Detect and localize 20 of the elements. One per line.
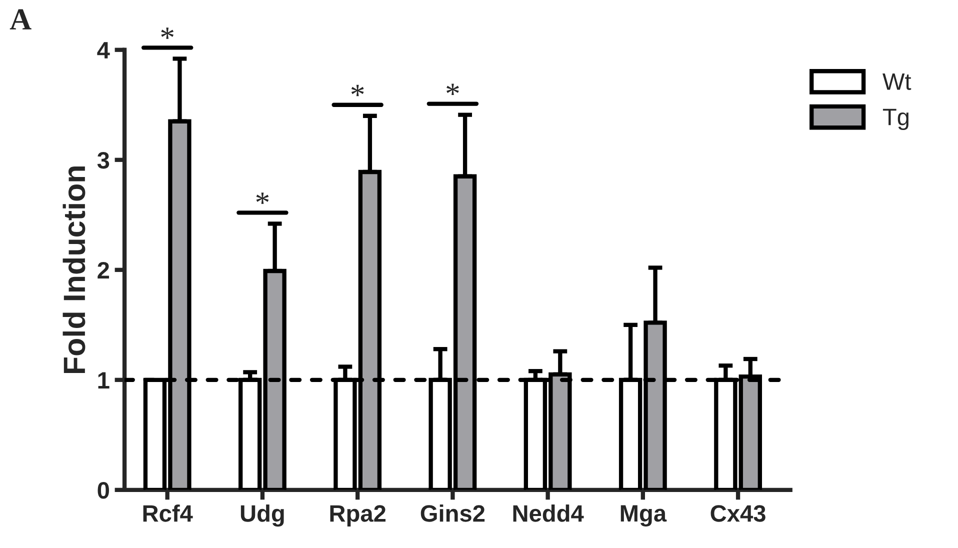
annotation: * xyxy=(351,84,364,96)
legend-label: Tg xyxy=(882,108,908,130)
text: A xyxy=(10,9,32,30)
x-tick-label: Rpa2 xyxy=(330,505,386,527)
y-tick-label: 1 xyxy=(98,372,110,388)
y-axis-title: Fold Induction xyxy=(62,166,86,374)
annotation: * xyxy=(446,84,459,95)
text: * xyxy=(161,28,174,39)
y-tick-label: 0 xyxy=(98,482,109,499)
y-tick-label: 3 xyxy=(97,152,110,169)
x-tick-label: Udg xyxy=(240,504,284,527)
x-tick-label: Nedd4 xyxy=(513,504,584,522)
x-tick-label: Rcf4 xyxy=(143,504,193,522)
x-tick-label: Mga xyxy=(620,505,667,527)
x-tick-label: Gins2 xyxy=(420,504,485,522)
y-tick-label: 2 xyxy=(98,262,110,278)
x-tick-label: Cx43 xyxy=(710,505,766,522)
y-tick-label: 4 xyxy=(97,42,110,58)
legend-label: Wt xyxy=(882,74,912,90)
annotation: * xyxy=(256,192,269,204)
